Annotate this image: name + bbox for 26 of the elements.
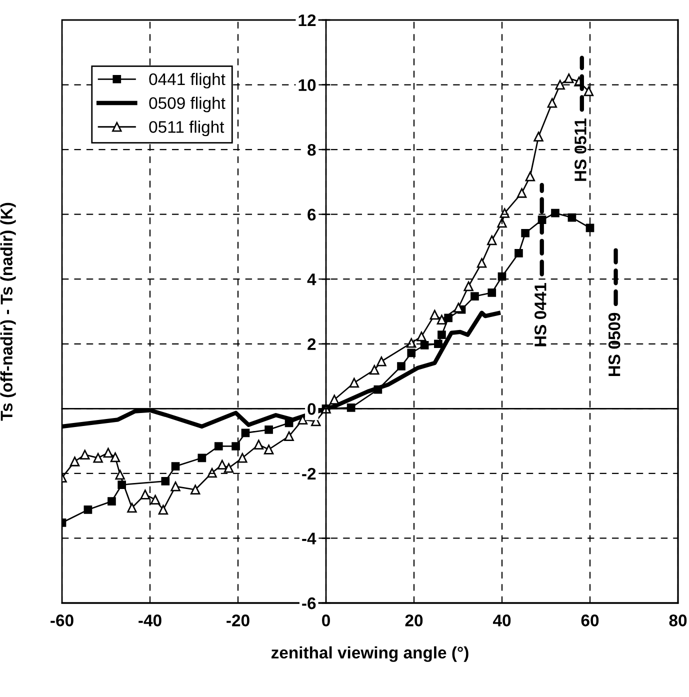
y-tick-label: 8 — [308, 144, 316, 156]
y-tick-label: 6 — [308, 208, 316, 221]
y-tick-label: 2 — [308, 338, 316, 350]
y-tick-label: 4 — [307, 274, 316, 286]
annotation: HS 0511 — [574, 118, 586, 181]
y-tick-label: -6 — [302, 597, 316, 610]
x-tick-label: 60 — [581, 614, 599, 626]
annotation: HS 0441 — [534, 283, 546, 346]
y-tick-label: 12 — [298, 14, 316, 26]
x-tick-label: 80 — [669, 614, 687, 626]
annotation: HS 0509 — [608, 312, 620, 376]
y-axis-title: Ts (off-nadir) - Ts (nadir) (K) — [0, 202, 16, 421]
legend-label: 0511 flight — [149, 120, 224, 136]
x-tick-label: -20 — [226, 614, 250, 626]
x-axis-title: zenithal viewing angle (°) — [271, 646, 468, 662]
y-tick-label: 0 — [308, 403, 316, 415]
x-tick-label: -40 — [138, 614, 162, 626]
x-tick-label: 20 — [405, 614, 423, 626]
y-tick-label: 10 — [298, 79, 316, 91]
x-tick-label: 40 — [492, 614, 511, 626]
y-tick-label: -2 — [302, 468, 316, 480]
x-tick-label: 0 — [322, 614, 330, 626]
legend-label: 0441 flight — [149, 72, 226, 88]
legend-label: 0509 flight — [149, 96, 226, 112]
y-tick-label: -4 — [302, 532, 316, 544]
x-tick-label: -60 — [50, 614, 74, 626]
